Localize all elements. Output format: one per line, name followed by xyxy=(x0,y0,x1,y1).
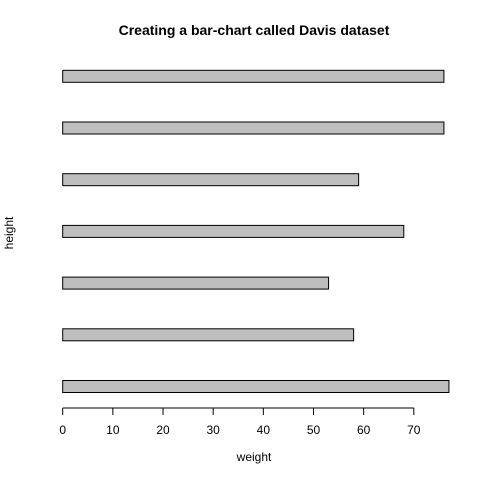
x-tick-label-50: 50 xyxy=(307,423,321,437)
bar-7 xyxy=(62,69,445,83)
x-tick-label-20: 20 xyxy=(156,423,170,437)
bar-2 xyxy=(62,328,355,342)
x-axis-label: weight xyxy=(236,450,272,464)
x-tick-label-70: 70 xyxy=(407,423,421,437)
bar-5 xyxy=(62,173,360,187)
x-tick-label-30: 30 xyxy=(207,423,221,437)
x-axis: 0 10 20 30 40 50 60 70 xyxy=(59,407,421,437)
x-tick-label-60: 60 xyxy=(357,423,371,437)
x-tick-label-10: 10 xyxy=(106,423,120,437)
chart-title: Creating a bar-chart called Davis datase… xyxy=(119,22,390,38)
bar-1 xyxy=(62,380,450,393)
bar-6 xyxy=(62,121,445,135)
bar-3 xyxy=(62,276,330,290)
bar-4 xyxy=(62,224,405,238)
bars-group xyxy=(62,69,450,393)
x-tick-label-0: 0 xyxy=(59,423,66,437)
y-axis-label: height xyxy=(2,216,16,249)
x-tick-label-40: 40 xyxy=(257,423,271,437)
